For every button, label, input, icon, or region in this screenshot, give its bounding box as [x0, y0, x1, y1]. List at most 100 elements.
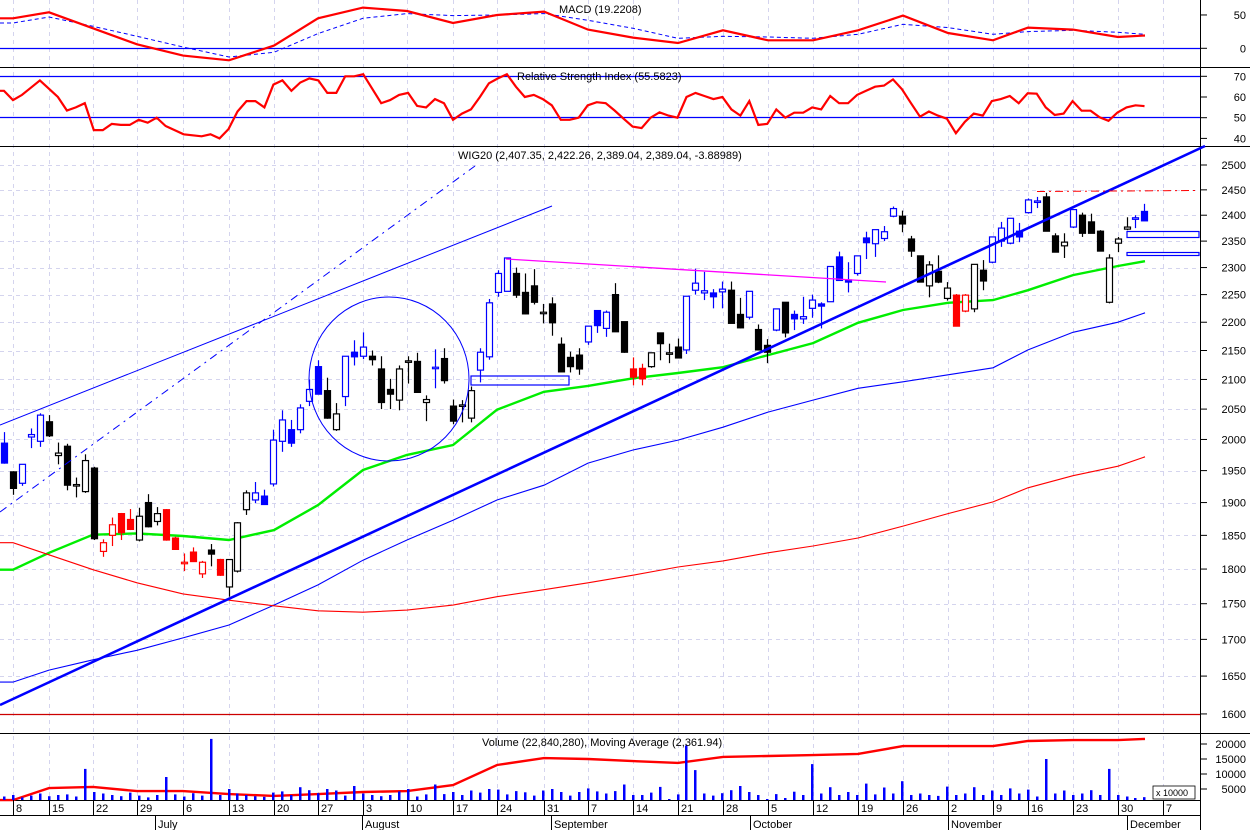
- candle[interactable]: [674, 338, 683, 359]
- candle[interactable]: [368, 350, 377, 366]
- candle[interactable]: [251, 482, 260, 504]
- candle[interactable]: [90, 466, 99, 541]
- candle[interactable]: [745, 290, 754, 320]
- candle[interactable]: [952, 294, 961, 327]
- candle[interactable]: [72, 477, 81, 498]
- candle[interactable]: [216, 558, 225, 576]
- candle[interactable]: [844, 262, 853, 293]
- candle[interactable]: [754, 324, 763, 351]
- candle[interactable]: [862, 231, 871, 260]
- candle[interactable]: [207, 544, 216, 567]
- candle[interactable]: [575, 348, 584, 375]
- candle[interactable]: [9, 471, 18, 495]
- candle[interactable]: [476, 348, 485, 383]
- candle[interactable]: [431, 349, 440, 389]
- candle[interactable]: [0, 432, 9, 464]
- candle[interactable]: [808, 294, 817, 318]
- resistance-line-magenta[interactable]: [505, 258, 887, 283]
- candle[interactable]: [242, 490, 251, 515]
- candle[interactable]: [1006, 217, 1015, 245]
- candle[interactable]: [260, 489, 269, 506]
- candle[interactable]: [135, 507, 144, 542]
- candle[interactable]: [225, 558, 234, 597]
- candle[interactable]: [485, 298, 494, 360]
- candle[interactable]: [395, 365, 404, 411]
- candle[interactable]: [422, 395, 431, 422]
- candle[interactable]: [665, 343, 674, 364]
- candle[interactable]: [970, 263, 979, 313]
- candle[interactable]: [269, 429, 278, 487]
- candle[interactable]: [153, 507, 162, 526]
- candle[interactable]: [296, 404, 305, 434]
- candle[interactable]: [377, 356, 386, 410]
- candle[interactable]: [548, 297, 557, 336]
- candle[interactable]: [45, 415, 54, 438]
- candle[interactable]: [27, 428, 36, 449]
- candle[interactable]: [278, 410, 287, 452]
- candle[interactable]: [799, 296, 808, 324]
- candle[interactable]: [943, 282, 952, 301]
- candle[interactable]: [63, 443, 72, 491]
- candle[interactable]: [988, 236, 997, 264]
- candle[interactable]: [512, 267, 521, 298]
- candle[interactable]: [117, 512, 126, 541]
- candle[interactable]: [1114, 236, 1123, 253]
- candle[interactable]: [144, 494, 153, 528]
- candle[interactable]: [81, 454, 90, 493]
- candle[interactable]: [467, 386, 476, 423]
- candle[interactable]: [907, 235, 916, 257]
- candle[interactable]: [1042, 192, 1051, 232]
- candle[interactable]: [727, 281, 736, 324]
- candle[interactable]: [1069, 208, 1078, 229]
- candle[interactable]: [853, 255, 862, 276]
- candle[interactable]: [1140, 203, 1149, 222]
- candle[interactable]: [126, 509, 135, 531]
- gap-rectangle-lower[interactable]: [1126, 251, 1200, 257]
- candle[interactable]: [557, 337, 566, 373]
- candle[interactable]: [180, 553, 189, 572]
- candle[interactable]: [287, 419, 296, 447]
- candle[interactable]: [171, 536, 180, 551]
- candle[interactable]: [700, 271, 709, 301]
- candle[interactable]: [332, 403, 341, 431]
- candle[interactable]: [736, 297, 745, 329]
- candle[interactable]: [521, 273, 530, 315]
- candle[interactable]: [404, 356, 413, 384]
- candle[interactable]: [1051, 233, 1060, 253]
- candle[interactable]: [880, 226, 889, 242]
- candle[interactable]: [889, 206, 898, 218]
- channel-line-blue[interactable]: [0, 205, 553, 426]
- candle[interactable]: [494, 270, 503, 297]
- candle[interactable]: [198, 560, 207, 578]
- candle[interactable]: [323, 377, 332, 419]
- candle[interactable]: [36, 413, 45, 447]
- candle[interactable]: [18, 463, 27, 486]
- candle[interactable]: [1033, 196, 1042, 209]
- candle[interactable]: [718, 281, 727, 309]
- candle[interactable]: [790, 310, 799, 331]
- candle[interactable]: [1123, 217, 1132, 231]
- candle[interactable]: [638, 363, 647, 386]
- candle[interactable]: [1131, 215, 1140, 229]
- candle[interactable]: [54, 442, 63, 465]
- candle[interactable]: [99, 539, 108, 557]
- candle[interactable]: [602, 310, 611, 337]
- candle[interactable]: [781, 301, 790, 338]
- candle[interactable]: [629, 357, 638, 386]
- candle[interactable]: [108, 517, 117, 547]
- candle[interactable]: [440, 348, 449, 384]
- candle[interactable]: [709, 289, 718, 309]
- candle[interactable]: [826, 265, 835, 303]
- candle[interactable]: [925, 261, 934, 298]
- gap-rectangle[interactable]: [470, 375, 570, 386]
- candle[interactable]: [233, 522, 242, 573]
- candle[interactable]: [835, 251, 844, 282]
- candle[interactable]: [997, 221, 1006, 247]
- candle[interactable]: [772, 308, 781, 332]
- candle[interactable]: [647, 352, 656, 368]
- candle[interactable]: [413, 352, 422, 394]
- candle[interactable]: [584, 325, 593, 345]
- candle[interactable]: [350, 340, 359, 366]
- candle[interactable]: [620, 321, 629, 353]
- candle[interactable]: [1096, 230, 1105, 252]
